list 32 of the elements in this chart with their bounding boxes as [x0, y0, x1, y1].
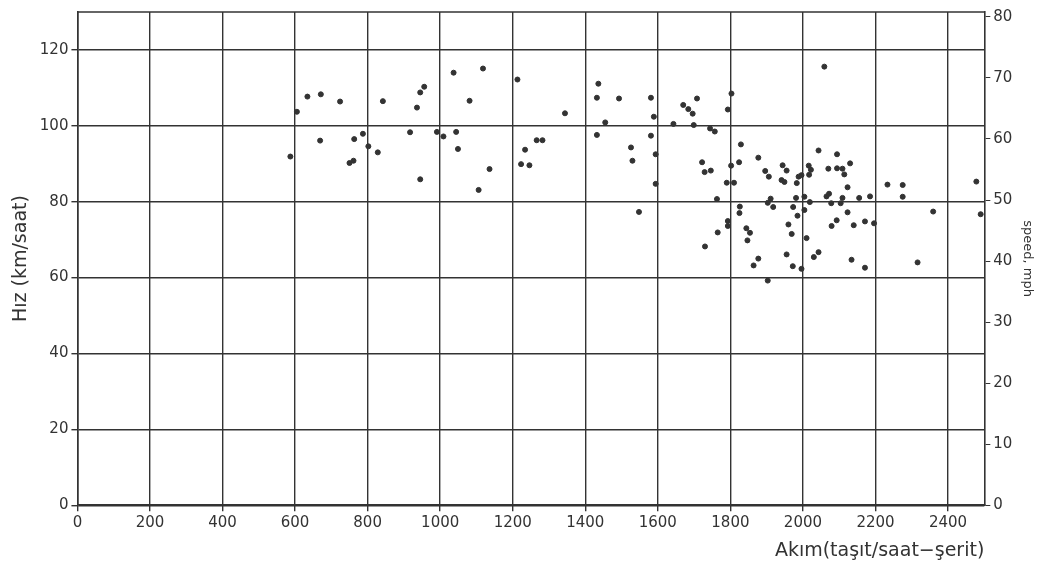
- y-axis-title: Hız (km/saat): [8, 195, 31, 323]
- y-tick-label: 80: [49, 191, 69, 210]
- y2-tick-label: 60: [993, 128, 1013, 147]
- x-tick-label: 2200: [856, 513, 895, 532]
- y2-tick-label: 20: [993, 373, 1013, 392]
- y2-tick-label: 50: [993, 189, 1013, 208]
- x-tick-label: 1000: [421, 513, 460, 532]
- x-tick-label: 200: [135, 513, 165, 532]
- y-tick-label: 60: [49, 267, 69, 286]
- x-tick-label: 800: [353, 513, 382, 532]
- x-tick-label: 1200: [493, 513, 532, 532]
- x-tick-label: 2400: [928, 513, 968, 532]
- y2-axis-title: speed, mph: [1020, 220, 1036, 297]
- x-tick-label: 0: [72, 513, 83, 532]
- y-tick-label: 100: [39, 115, 69, 134]
- x-axis-title: Akım(taşıt/saat−şerit): [774, 537, 985, 560]
- x-tick-label: 1800: [711, 513, 750, 532]
- y2-tick-label: 30: [993, 311, 1013, 330]
- y-tick-label: 0: [58, 495, 69, 514]
- y2-tick-label: 10: [993, 434, 1013, 453]
- y-tick-label: 20: [49, 419, 69, 438]
- y-tick-label: 40: [49, 343, 69, 362]
- y2-tick-label: 40: [993, 250, 1013, 269]
- y-tick-label: 120: [39, 39, 69, 58]
- x-tick-label: 1600: [638, 513, 677, 532]
- y2-tick-label: 70: [993, 67, 1013, 86]
- x-tick-label: 2000: [783, 513, 823, 532]
- y2-tick-label: 80: [993, 6, 1013, 25]
- x-tick-label: 1400: [566, 513, 605, 532]
- y2-tick-label: 0: [993, 495, 1003, 514]
- x-tick-label: 600: [280, 513, 310, 532]
- x-tick-label: 400: [208, 513, 237, 532]
